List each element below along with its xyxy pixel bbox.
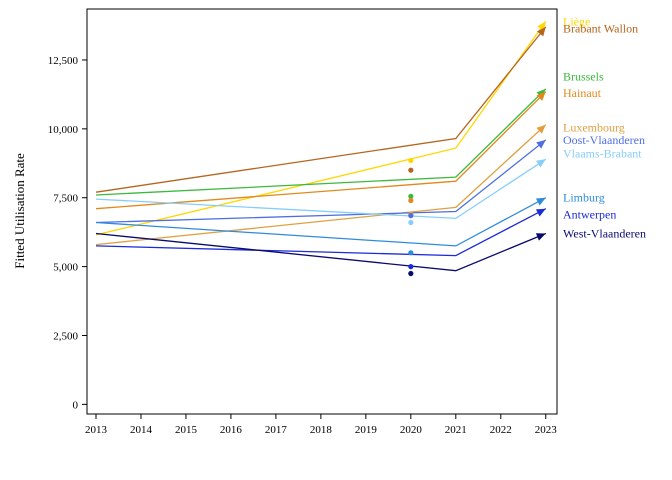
y-tick-label: 12,500: [48, 55, 79, 67]
series-label: Brussels: [563, 70, 604, 84]
series-point-2020: [408, 219, 414, 226]
x-tick-label: 2014: [130, 424, 153, 436]
series-arrowhead: [536, 159, 546, 168]
series-point-2020: [408, 193, 414, 199]
x-tick-label: 2023: [535, 424, 558, 436]
y-tick-label: 0: [73, 399, 79, 411]
series-line: [95, 232, 547, 272]
series-label: Luxembourg: [563, 120, 625, 134]
series-label: Brabant Wallon: [563, 21, 638, 35]
series-arrowhead: [536, 26, 546, 37]
y-tick-label: 10,000: [48, 124, 79, 136]
series-line: [95, 139, 547, 224]
series-line: [95, 124, 547, 246]
series-point-2020: [408, 167, 414, 173]
series-points-2020: [408, 157, 414, 277]
series-label: Antwerpen: [563, 207, 616, 221]
x-tick-label: 2022: [490, 424, 512, 436]
x-tick-label: 2013: [85, 424, 108, 436]
series-point-2020: [408, 213, 414, 219]
series-line: [95, 158, 547, 220]
series-label: Vlaams-Brabant: [563, 147, 642, 161]
x-tick-label: 2021: [445, 424, 467, 436]
x-tick-label: 2015: [175, 424, 198, 436]
x-tick-label: 2019: [355, 424, 378, 436]
series-label: Limburg: [563, 191, 605, 205]
y-axis-label: Fitted Utilisation Rate: [12, 153, 27, 269]
series-arrowhead: [535, 233, 546, 241]
series-label: West-Vlaanderen: [563, 227, 646, 241]
x-tick-label: 2020: [400, 424, 423, 436]
series-point-2020: [408, 197, 414, 204]
series-point-2020: [408, 264, 414, 270]
series-label: Hainaut: [563, 86, 602, 100]
series-line: [95, 91, 547, 210]
series-label: Oost-Vlaanderen: [563, 133, 645, 147]
x-tick-label: 2018: [310, 424, 333, 436]
series-arrowhead: [536, 139, 546, 149]
series-arrowhead: [536, 91, 546, 101]
series-arrowhead: [535, 197, 546, 206]
series-line: [95, 208, 547, 257]
series-line: [95, 197, 547, 247]
y-tick-label: 5,000: [53, 262, 78, 274]
series-line: [95, 88, 547, 196]
series-point-2020: [408, 270, 414, 277]
axes: 2013 2014 2015 2016 2017 2018 2019 2020 2021 2022…: [48, 55, 558, 436]
series-line: [95, 26, 547, 193]
plot-area: [86, 8, 558, 415]
series-lines: [95, 21, 547, 272]
series-point-2020: [408, 157, 414, 164]
y-tick-label: 7,500: [53, 193, 78, 205]
series-label: Liège: [563, 14, 590, 28]
x-tick-label: 2016: [220, 424, 243, 436]
series-arrowhead: [536, 124, 546, 134]
x-tick-label: 2017: [265, 424, 288, 436]
series-point-2020: [408, 250, 414, 256]
series-arrowhead: [535, 208, 546, 217]
y-tick-label: 2,500: [53, 330, 78, 342]
